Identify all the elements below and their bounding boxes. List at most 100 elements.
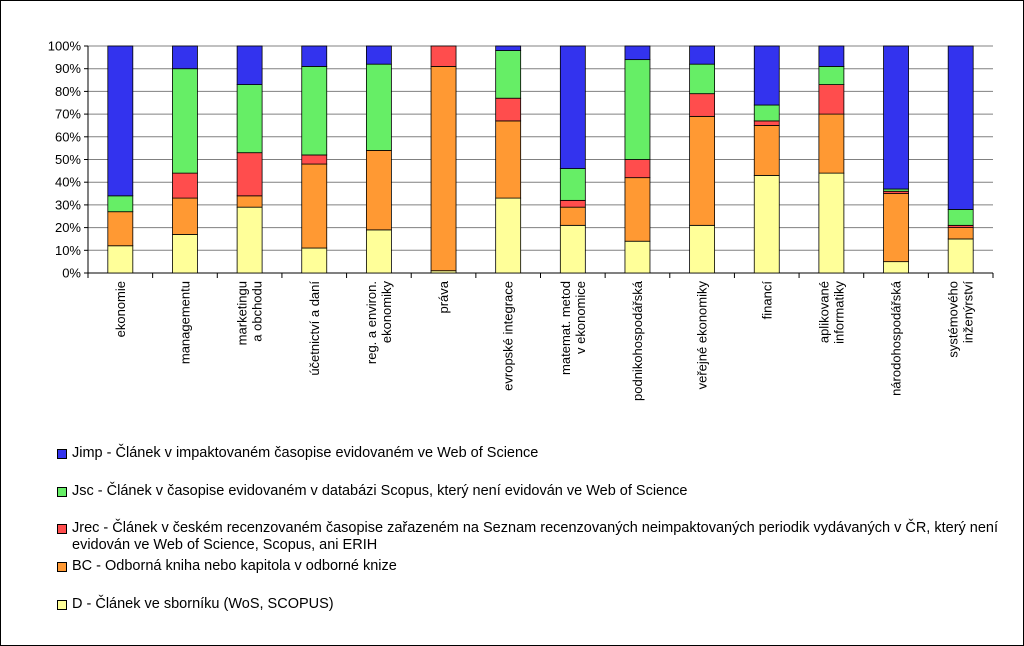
bar-segment xyxy=(365,229,392,274)
y-tick-label: 100% xyxy=(48,39,82,54)
bar-segment xyxy=(753,125,780,176)
bar-segment xyxy=(172,68,198,174)
bar-segment xyxy=(947,227,974,240)
y-tick-label: 60% xyxy=(55,129,81,144)
legend-label: D - Článek ve sborníku (WoS, SCOPUS) xyxy=(72,596,334,612)
x-tick-label: evropské integrace xyxy=(501,281,516,391)
bar-segment xyxy=(172,234,198,274)
bar-segment xyxy=(559,206,586,226)
bar-segment xyxy=(365,150,392,231)
legend-swatch xyxy=(57,449,67,459)
legend-swatch xyxy=(57,524,67,534)
y-tick-label: 90% xyxy=(55,61,81,76)
bar-segment xyxy=(818,45,845,67)
bar-segment xyxy=(430,45,457,67)
bar-segment xyxy=(753,174,780,274)
bar-segment xyxy=(753,120,780,126)
bar-segment xyxy=(559,199,586,208)
bar-segment xyxy=(689,115,716,226)
legend-label: Jimp - Článek v impaktovaném časopise ev… xyxy=(72,445,539,461)
bar-segment xyxy=(947,238,974,274)
bar-segment xyxy=(495,50,522,99)
bar-segment xyxy=(301,163,328,249)
bar-segment xyxy=(818,84,845,115)
x-tick-label: managementu xyxy=(177,281,192,364)
bar-segment xyxy=(107,45,134,197)
y-tick-label: 0% xyxy=(62,266,81,281)
bar-segment xyxy=(301,45,328,67)
x-tick-label: matemat. metodv ekonomice xyxy=(558,281,588,375)
x-tick-label: systémovéhoinženýrství xyxy=(946,281,976,358)
bar-segment xyxy=(883,45,909,190)
x-tick-label: aplikovanéinformatiky xyxy=(816,281,846,344)
y-tick-label: 50% xyxy=(55,152,81,167)
bar-segment xyxy=(559,45,586,169)
y-tick-label: 80% xyxy=(55,84,81,99)
bar-segment xyxy=(495,45,522,51)
y-tick-label: 20% xyxy=(55,220,81,235)
bar-segment xyxy=(689,45,716,65)
bar-segment xyxy=(495,97,522,122)
x-tick-label: ekonomie xyxy=(113,281,128,337)
bar-segment xyxy=(495,120,522,199)
bar-segment xyxy=(107,211,134,247)
bar-segment xyxy=(236,206,263,274)
bar-segment xyxy=(301,247,328,274)
x-tick-label: národohospodářská xyxy=(889,280,904,396)
bar-segment xyxy=(689,93,716,117)
bar-segment xyxy=(818,113,845,174)
bar-segment xyxy=(883,261,909,274)
legend-label: BC - Odborná kniha nebo kapitola v odbor… xyxy=(72,558,397,574)
x-tick-label: práva xyxy=(436,280,451,313)
legend-item: Jsc - Článek v časopise evidovaném v dat… xyxy=(57,483,1007,500)
x-tick-label: podnikohospodářská xyxy=(630,280,645,401)
legend-swatch xyxy=(57,487,67,497)
bar-segment xyxy=(172,197,198,235)
bar-segment xyxy=(365,63,392,151)
bar-segment xyxy=(559,224,586,274)
bar-segment xyxy=(818,66,845,85)
bar-segment xyxy=(624,45,651,61)
bar-segment xyxy=(689,224,716,274)
x-tick-label: účetnictví a daní xyxy=(307,281,322,376)
bar-segment xyxy=(624,59,651,160)
legend-item: BC - Odborná kniha nebo kapitola v odbor… xyxy=(57,558,1007,575)
bar-segment xyxy=(236,152,263,197)
legend-item: D - Článek ve sborníku (WoS, SCOPUS) xyxy=(57,596,1007,613)
bar-segment xyxy=(236,84,263,154)
y-tick-label: 40% xyxy=(55,175,81,190)
bar-segment xyxy=(818,172,845,274)
bar-segment xyxy=(624,177,651,242)
y-tick-label: 10% xyxy=(55,243,81,258)
bar-segment xyxy=(883,193,909,263)
x-tick-label: veřejné ekonomiky xyxy=(695,281,710,390)
bar-segment xyxy=(559,168,586,201)
bar-segment xyxy=(430,66,457,272)
bar-segment xyxy=(753,104,780,122)
bar-segment xyxy=(301,66,328,156)
legend-label: Jrec - Článek v českém recenzovaném časo… xyxy=(72,520,999,553)
bar-segment xyxy=(947,45,974,210)
x-tick-label: marketingua obchodu xyxy=(235,281,265,345)
bar-segment xyxy=(753,45,780,106)
bar-segment xyxy=(624,159,651,179)
x-tick-label: reg. a environ.ekonomiky xyxy=(364,281,394,365)
bar-segment xyxy=(624,240,651,274)
bar-segment xyxy=(107,245,134,274)
y-tick-label: 70% xyxy=(55,107,81,122)
bar-segment xyxy=(236,195,263,208)
bar-segment xyxy=(172,172,198,199)
legend-item: Jimp - Článek v impaktovaném časopise ev… xyxy=(57,445,1007,462)
x-tick-label: financí xyxy=(759,281,774,320)
bar-segment xyxy=(107,195,134,213)
bar-segment xyxy=(236,45,263,85)
legend-swatch xyxy=(57,562,67,572)
bar-segment xyxy=(365,45,392,65)
legend-item: Jrec - Článek v českém recenzovaném časo… xyxy=(57,520,1007,554)
bar-segment xyxy=(689,63,716,95)
y-tick-label: 30% xyxy=(55,197,81,212)
bar-segment xyxy=(301,154,328,165)
bar-segment xyxy=(495,197,522,274)
